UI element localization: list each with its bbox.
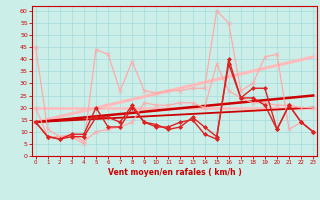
X-axis label: Vent moyen/en rafales ( km/h ): Vent moyen/en rafales ( km/h ) (108, 168, 241, 177)
